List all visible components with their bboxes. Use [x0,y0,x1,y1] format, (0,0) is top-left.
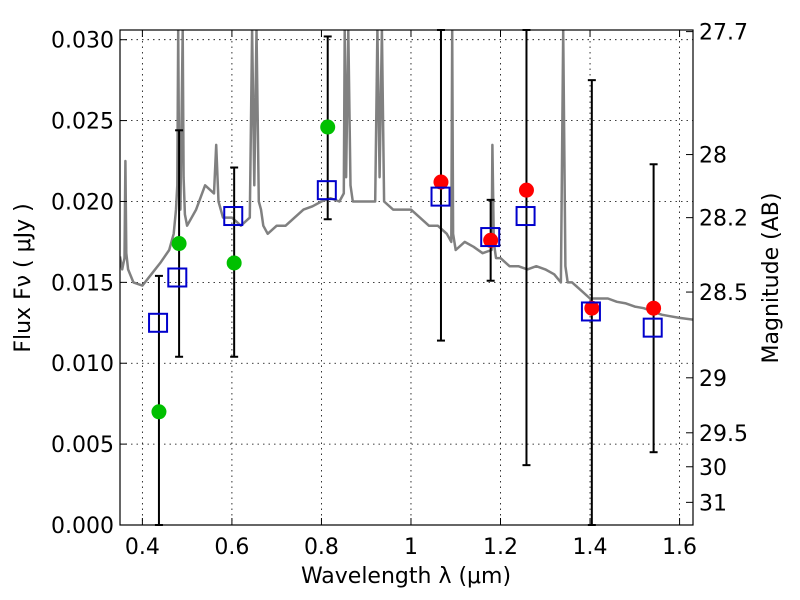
green-point [226,255,242,271]
y2-tick-label: 31 [699,491,727,516]
y-tick-label: 0.030 [51,29,114,54]
x-tick-label: 0.8 [304,535,339,560]
y-tick-label: 0.015 [51,271,114,296]
model-box [316,180,337,201]
y-axis-label: Flux Fν ( μJy ) [11,203,36,352]
y2-tick-label: 27.7 [699,21,748,46]
x-tick-label: 1.6 [662,535,697,560]
model-box [580,301,601,322]
model-box [642,317,663,338]
x-axis-label: Wavelength λ (μm) [301,564,511,589]
green-point [320,119,336,135]
y-tick-label: 0.010 [51,352,114,377]
red-point [646,300,662,316]
y2-tick-label: 29.5 [699,422,748,447]
y2-tick-label: 29 [699,367,727,392]
red-point [518,182,534,198]
y-tick-label: 0.000 [51,514,114,539]
y2-tick-label: 28 [699,144,727,169]
red-point [433,174,449,190]
model-box [430,186,451,207]
green-point [171,236,187,252]
model-box [515,206,536,227]
red-point [584,300,600,316]
grid [120,30,693,526]
y2-tick-label: 30 [699,456,727,481]
series-layer [120,30,693,321]
model-box [480,227,501,248]
y-tick-label: 0.005 [51,433,114,458]
plot-frame [119,29,694,526]
x-tick-label: 0.6 [214,535,249,560]
model-box [223,206,244,227]
y2-tick-label: 28.5 [699,281,748,306]
marker-layer [148,119,663,420]
model-spectrum [120,30,693,321]
x-tick-label: 1.4 [573,535,608,560]
ticks: 0.4 0.6 0.8 1 1.2 1.4 1.6 0.000 0.005 0.010 0.015 0… [51,21,748,560]
model-box [148,312,169,333]
x-tick-label: 1.2 [483,535,518,560]
y-tick-label: 0.025 [51,110,114,135]
y2-axis-label: Magnitude (AB) [759,193,784,364]
x-tick-label: 0.4 [125,535,160,560]
y2-tick-label: 28.2 [699,207,748,232]
y-tick-label: 0.020 [51,190,114,215]
model-box [167,267,188,288]
x-tick-label: 1 [404,535,418,560]
plot-background [120,30,693,525]
green-point [151,404,167,420]
red-point [483,232,499,248]
